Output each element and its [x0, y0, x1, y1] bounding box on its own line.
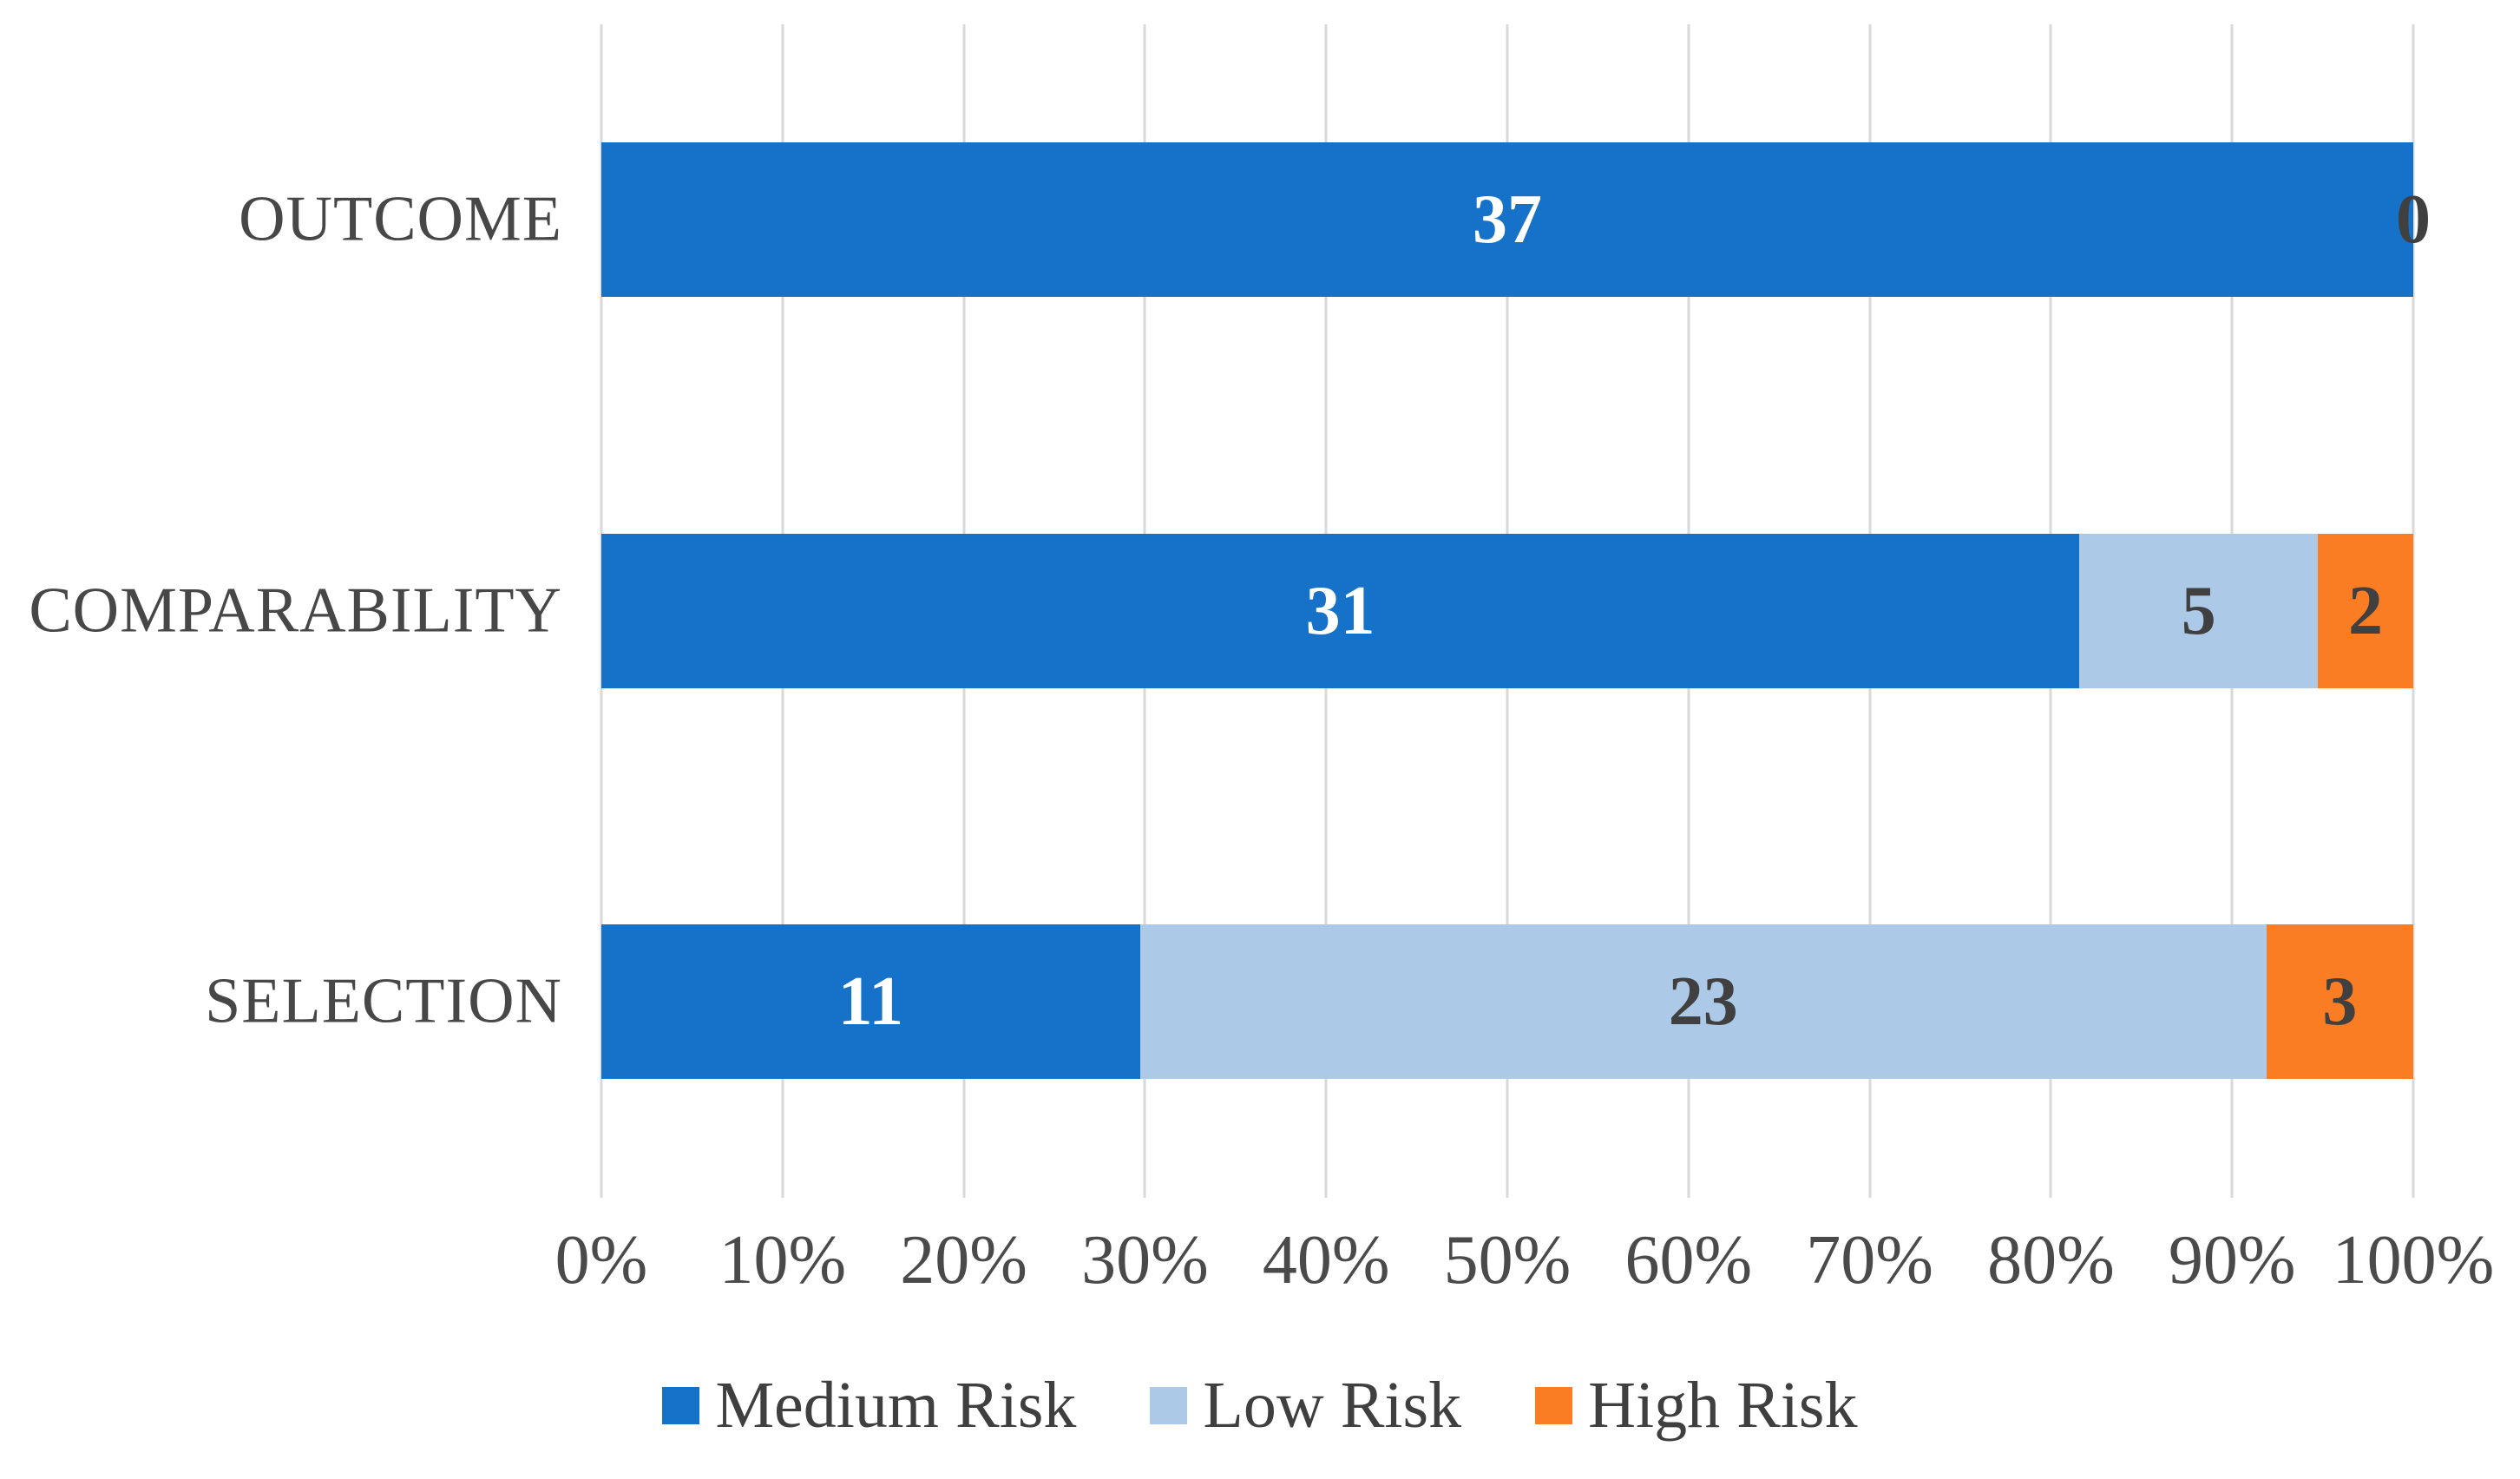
legend-label: Low Risk [1203, 1369, 1462, 1442]
x-tick-label: 90% [2168, 1222, 2296, 1298]
legend-item-high-risk: High Risk [1535, 1369, 1858, 1443]
bar-row-outcome: 37 0 [601, 142, 2431, 297]
gridline [2412, 24, 2415, 1198]
legend-label: Medium Risk [715, 1369, 1077, 1442]
legend: Medium Risk Low Risk High Risk [0, 1369, 2520, 1443]
x-tick-label: 30% [1081, 1222, 1209, 1298]
bar-segment-medium-risk: 11 [601, 924, 1140, 1080]
bar-value-label: 5 [2181, 572, 2216, 649]
plot-area: 37 0 31 5 2 11 23 3 [600, 24, 2431, 1198]
x-tick-label: 50% [1443, 1222, 1572, 1298]
legend-swatch [1535, 1387, 1573, 1425]
bar-segment-low-risk: 5 [2079, 533, 2319, 688]
x-tick-label: 10% [719, 1222, 847, 1298]
bar-value-label: 37 [1473, 181, 1542, 258]
bar-value-label: 11 [837, 963, 904, 1041]
zero-value-label: 0 [2396, 181, 2431, 258]
x-tick-label: 20% [900, 1222, 1027, 1298]
bar-value-label: 23 [1668, 963, 1738, 1041]
legend-swatch [1150, 1387, 1188, 1425]
category-label: OUTCOME [239, 183, 562, 255]
bar-segment-high-risk: 2 [2318, 533, 2413, 688]
bar-row-comparability: 31 5 2 [601, 533, 2413, 688]
bar-row-selection: 11 23 3 [601, 924, 2413, 1080]
bar-value-label: 31 [1305, 572, 1375, 649]
x-tick-label: 40% [1262, 1222, 1390, 1298]
x-tick-label: 0% [555, 1222, 648, 1298]
bar-segment-high-risk: 3 [2266, 924, 2413, 1080]
x-tick-label: 60% [1624, 1222, 1753, 1298]
bar-segment-low-risk: 23 [1139, 924, 2267, 1080]
legend-item-medium-risk: Medium Risk [662, 1369, 1077, 1443]
bar-value-label: 3 [2322, 963, 2358, 1041]
x-tick-label: 100% [2332, 1222, 2495, 1298]
category-label: COMPARABILITY [29, 574, 562, 646]
legend-item-low-risk: Low Risk [1150, 1369, 1462, 1443]
category-label: SELECTION [205, 965, 562, 1037]
legend-swatch [662, 1387, 700, 1425]
legend-label: High Risk [1588, 1369, 1858, 1442]
x-tick-label: 70% [1806, 1222, 1933, 1298]
bar-segment-medium-risk: 37 [601, 142, 2413, 297]
bar-value-label: 2 [2348, 572, 2384, 649]
bar-segment-medium-risk: 31 [601, 533, 2080, 688]
x-tick-label: 80% [1987, 1222, 2115, 1298]
